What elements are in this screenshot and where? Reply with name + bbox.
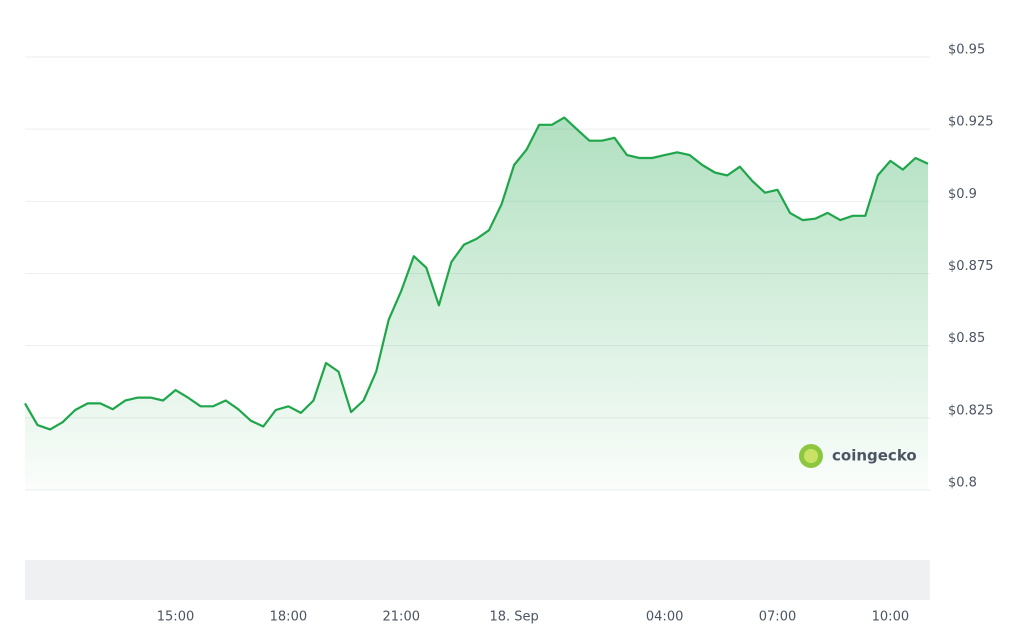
- y-tick-label: $0.925: [948, 115, 994, 130]
- y-tick-label: $0.9: [948, 187, 977, 202]
- x-tick-label: 07:00: [759, 610, 796, 625]
- y-tick-label: $0.875: [948, 259, 994, 274]
- x-tick-label: 15:00: [157, 610, 194, 625]
- area: [25, 117, 928, 490]
- x-tick-label: 18. Sep: [489, 610, 538, 625]
- x-tick-label: 10:00: [872, 610, 909, 625]
- y-tick-label: $0.8: [948, 476, 977, 491]
- y-tick-label: $0.85: [948, 331, 985, 346]
- watermark-logo-inner: [804, 449, 818, 463]
- x-tick-label: 18:00: [270, 610, 307, 625]
- watermark: coingecko: [799, 444, 917, 468]
- x-tick-label: 04:00: [646, 610, 683, 625]
- y-tick-label: $0.825: [948, 403, 994, 418]
- x-tick-label: 21:00: [383, 610, 420, 625]
- volume-area: [25, 560, 930, 600]
- y-tick-label: $0.95: [948, 43, 985, 58]
- price-line: [24, 116, 929, 431]
- watermark-text: coingecko: [832, 447, 917, 465]
